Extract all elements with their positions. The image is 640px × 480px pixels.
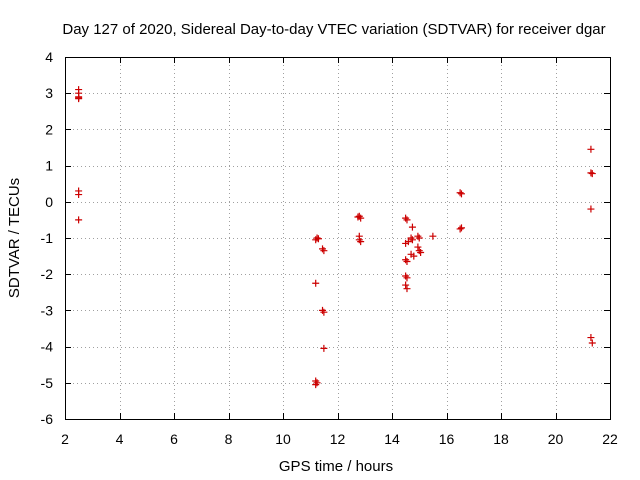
data-point <box>354 213 362 221</box>
y-tick-label: 1 <box>45 158 53 174</box>
data-point <box>355 212 363 220</box>
data-point <box>403 285 411 293</box>
x-axis-label: GPS time / hours <box>279 458 393 475</box>
x-tick-label: 2 <box>61 431 69 447</box>
y-tick-label: -6 <box>41 411 54 427</box>
data-point <box>319 245 327 253</box>
data-point <box>456 189 464 197</box>
data-point <box>404 238 412 246</box>
data-point <box>320 247 328 255</box>
y-tick-label: -2 <box>41 266 54 282</box>
data-point <box>415 247 423 255</box>
data-point <box>75 216 83 224</box>
x-tick-label: 10 <box>275 431 291 447</box>
data-point <box>587 205 595 213</box>
data-point <box>408 223 416 231</box>
y-axis-label: SDTVAR / TECUs <box>6 178 23 298</box>
data-point <box>319 306 327 314</box>
data-point <box>357 238 365 246</box>
data-point <box>587 334 595 342</box>
x-tick-label: 8 <box>225 431 233 447</box>
data-point <box>355 236 363 244</box>
data-point <box>410 252 418 260</box>
data-point <box>414 243 422 251</box>
data-point <box>429 232 437 240</box>
x-tick-label: 16 <box>439 431 455 447</box>
data-point <box>588 339 596 347</box>
data-point <box>587 169 595 177</box>
data-point <box>587 145 595 153</box>
y-tick-label: -5 <box>41 375 54 391</box>
chart-title: Day 127 of 2020, Sidereal Day-to-day VTE… <box>62 21 605 38</box>
data-point <box>402 214 410 222</box>
data-point <box>403 258 411 266</box>
data-point <box>588 170 596 178</box>
data-point <box>312 381 320 389</box>
x-tick-label: 18 <box>493 431 509 447</box>
data-point <box>402 272 410 280</box>
data-point <box>403 216 411 224</box>
data-point <box>75 94 83 102</box>
y-tick-label: 4 <box>45 49 53 65</box>
x-tick-label: 20 <box>548 431 564 447</box>
x-tick-label: 4 <box>116 431 124 447</box>
data-point <box>320 308 328 316</box>
grid <box>65 57 610 419</box>
data-point <box>457 190 465 198</box>
data-point <box>417 248 425 256</box>
x-tick-label: 12 <box>330 431 346 447</box>
plot-frame <box>65 57 611 420</box>
data-point <box>402 256 410 264</box>
data-point <box>312 279 320 287</box>
x-tick-label: 6 <box>170 431 178 447</box>
y-tick-label: -1 <box>41 230 54 246</box>
data-points <box>75 86 596 389</box>
x-tick-label: 14 <box>384 431 400 447</box>
data-point <box>313 379 321 387</box>
y-tick-label: -4 <box>41 339 54 355</box>
data-point <box>415 234 423 242</box>
data-point <box>314 235 322 243</box>
data-point <box>408 236 416 244</box>
data-point <box>403 274 411 282</box>
data-point <box>313 234 321 242</box>
data-point <box>456 225 464 233</box>
y-tick-label: 0 <box>45 194 53 210</box>
data-point <box>402 281 410 289</box>
y-tick-label: -3 <box>41 302 54 318</box>
data-point <box>457 224 465 232</box>
y-tick-label: 2 <box>45 121 53 137</box>
y-tick-label: 3 <box>45 85 53 101</box>
x-tick-label: 22 <box>602 431 618 447</box>
data-point <box>414 232 422 240</box>
data-point <box>75 191 83 199</box>
data-point <box>320 344 328 352</box>
